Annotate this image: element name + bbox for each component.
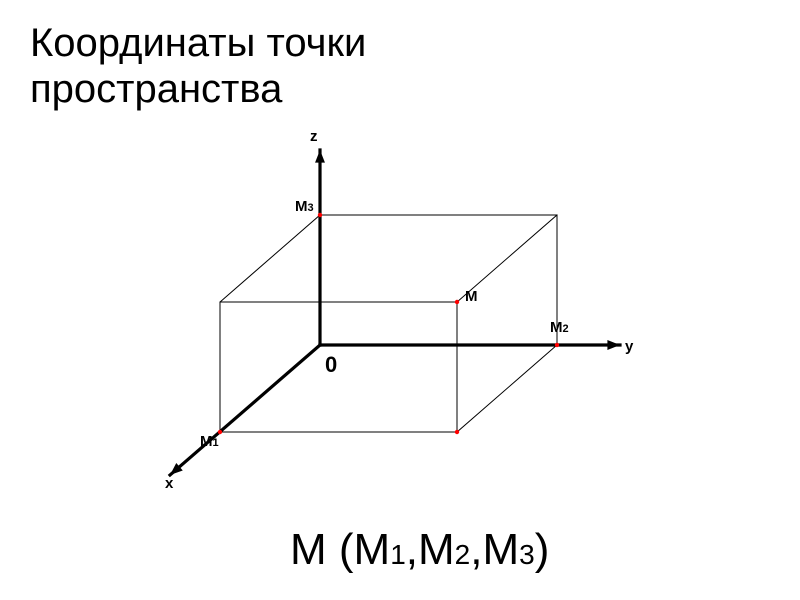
formula-c1: ,M [406, 525, 455, 574]
formula-close: ) [535, 525, 550, 574]
page-title: Координаты точки пространства [30, 20, 366, 112]
axis-y-label: y [625, 338, 633, 355]
axis-x-label: x [165, 475, 173, 492]
point-m-label: M [465, 288, 478, 305]
formula: M (M1,M2,M3) [290, 525, 549, 575]
formula-s3: 3 [519, 539, 535, 570]
axis-z-label: z [310, 128, 318, 145]
diagram-svg [120, 130, 680, 510]
point-m1-label: M1 [200, 433, 219, 450]
point-m3-label: M3 [295, 198, 314, 215]
formula-s2: 2 [455, 539, 471, 570]
origin-label: 0 [325, 352, 337, 378]
formula-s1: 1 [390, 539, 406, 570]
title-line-1: Координаты точки [30, 21, 366, 65]
formula-m: M (M [290, 525, 390, 574]
title-line-2: пространства [30, 67, 282, 111]
formula-c2: ,M [470, 525, 519, 574]
coordinate-diagram: z y x 0 M3 M2 M1 M [120, 130, 680, 510]
point-m2-label: M2 [550, 319, 569, 336]
